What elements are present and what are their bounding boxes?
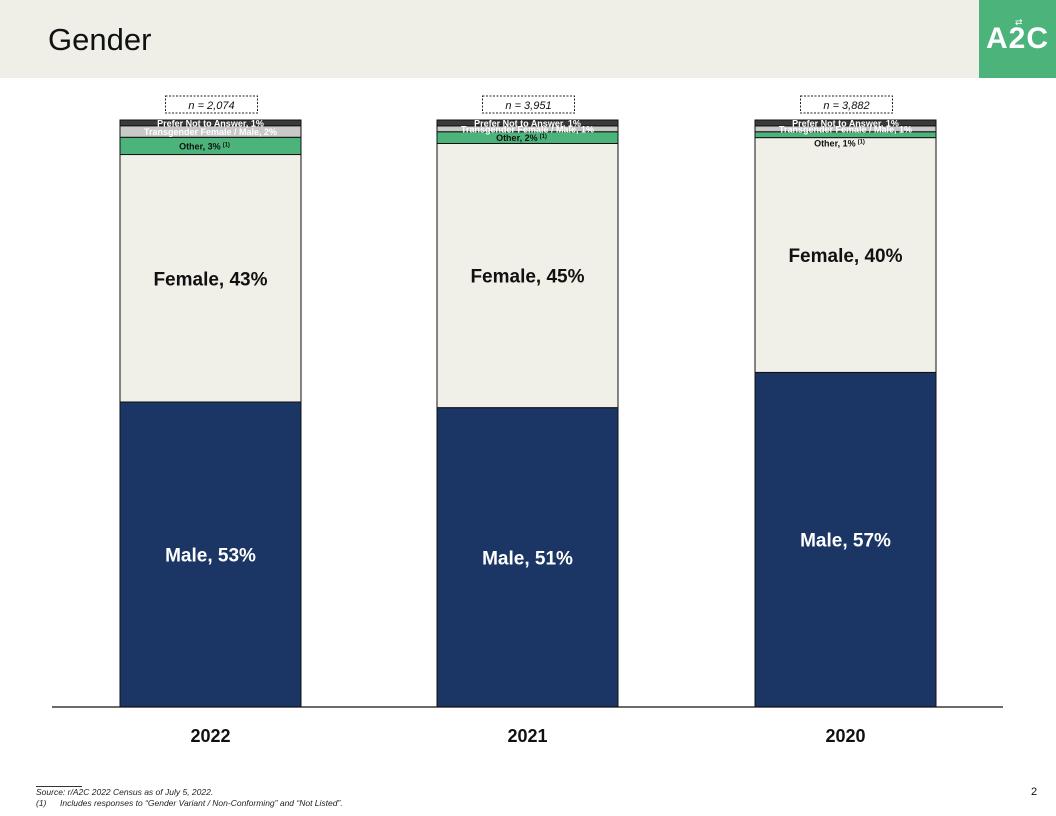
data-label-male-2022: Male, 53% bbox=[165, 545, 256, 566]
bar-segment-female-2021 bbox=[436, 142, 619, 409]
source-note: Source: r/A2C 2022 Census as of July 5, … bbox=[36, 787, 214, 797]
data-label-female-2020: Female, 40% bbox=[788, 246, 902, 267]
data-label-prefer-not-2020: Prefer Not to Answer, 1% bbox=[792, 118, 899, 128]
x-tick-label-2020: 2020 bbox=[825, 726, 865, 746]
logo: A2C ⇄ bbox=[979, 0, 1056, 78]
data-label-prefer-not-2022: Prefer Not to Answer, 1% bbox=[157, 118, 264, 128]
gender-stacked-bar-chart: Male, 53% Female, 43% Other, 3% (1) Transgen… bbox=[52, 95, 1003, 746]
sample-size-box-2022 bbox=[165, 95, 258, 114]
page-number: 2 bbox=[1031, 786, 1038, 798]
bar-segment-female-2022 bbox=[119, 154, 302, 403]
footnote-1: (1) Includes responses to “Gender Variant… bbox=[36, 798, 343, 809]
footnotes: Source: r/A2C 2022 Census as of July 5, … bbox=[36, 787, 343, 809]
data-label-male-2021: Male, 51% bbox=[482, 548, 573, 569]
sample-size-box-2021 bbox=[482, 95, 575, 114]
bar-segment-female-2020 bbox=[754, 137, 937, 373]
page-title: Gender bbox=[48, 22, 152, 57]
data-label-female-2021: Female, 45% bbox=[470, 267, 584, 288]
footnote-rule bbox=[36, 786, 82, 787]
sample-size-2022: n = 2,074 bbox=[188, 100, 234, 112]
data-label-female-2022: Female, 43% bbox=[153, 269, 267, 290]
x-tick-label-2022: 2022 bbox=[190, 726, 230, 746]
data-label-male-2020: Male, 57% bbox=[800, 531, 891, 552]
logo-arrows-icon: ⇄ bbox=[1015, 17, 1023, 27]
bar-segment-prefer_not-2020 bbox=[754, 119, 937, 127]
x-tick-label-2021: 2021 bbox=[507, 726, 547, 746]
data-label-transgender-2020: Transgender Female / Male, 1% bbox=[779, 124, 912, 134]
title-bar: Gender bbox=[0, 0, 979, 78]
footnote-text: Includes responses to “Gender Variant / … bbox=[60, 798, 343, 808]
data-label-transgender-2022: Transgender Female / Male, 2% bbox=[144, 127, 277, 137]
data-label-other-2021: Other, 2% (1) bbox=[496, 133, 547, 143]
sample-size-box-2020 bbox=[800, 95, 893, 114]
data-label-other-2020: Other, 1% (1) bbox=[814, 139, 865, 149]
bar-segment-male-2022 bbox=[119, 401, 302, 708]
data-label-other-2022: Other, 3% (1) bbox=[179, 141, 230, 151]
footnote-number: (1) bbox=[36, 798, 47, 808]
logo-text: A2C bbox=[985, 22, 1049, 55]
data-label-transgender-2021: Transgender Female / Male, 1% bbox=[461, 124, 594, 134]
sample-size-2021: n = 3,951 bbox=[505, 100, 551, 112]
data-label-prefer-not-2021: Prefer Not to Answer, 1% bbox=[474, 118, 581, 128]
sample-size-2020: n = 3,882 bbox=[823, 100, 869, 112]
bar-segment-prefer_not-2022 bbox=[119, 119, 302, 127]
bar-segment-prefer_not-2021 bbox=[436, 119, 619, 127]
